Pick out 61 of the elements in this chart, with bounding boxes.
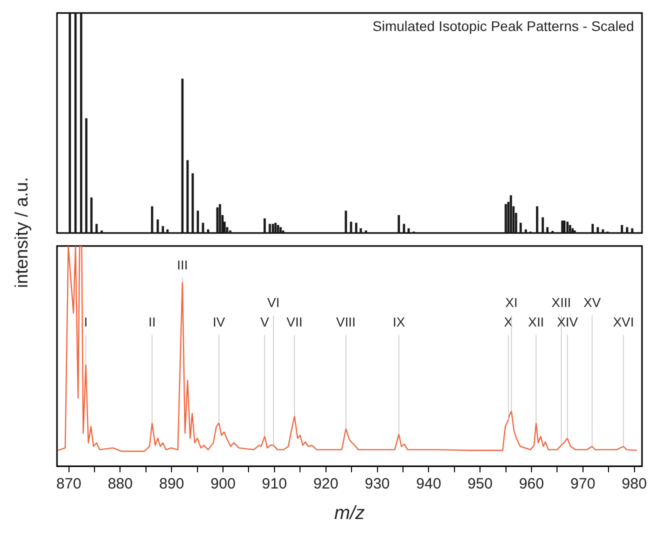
bar — [80, 13, 82, 233]
x-tick-label: 940 — [416, 475, 442, 492]
bar — [282, 230, 284, 233]
annotation: I — [84, 314, 88, 330]
bar — [68, 13, 71, 233]
annotation: XV — [583, 294, 602, 310]
chart-title: Simulated Isotopic Peak Patterns - Scaled — [372, 18, 634, 34]
annotation: XIV — [556, 314, 578, 330]
bar — [360, 228, 362, 233]
annotation: VII — [286, 314, 302, 330]
annotation: V — [260, 314, 270, 330]
bar — [563, 220, 566, 233]
bar — [350, 222, 352, 233]
bar — [631, 228, 634, 233]
annotation: VIII — [336, 314, 356, 330]
bar — [279, 227, 282, 233]
annotation: III — [177, 257, 188, 272]
x-tick-label: 960 — [518, 475, 544, 492]
x-tick-label: 980 — [622, 475, 647, 492]
annotation: VI — [267, 294, 280, 310]
bar — [355, 222, 358, 233]
bar — [207, 229, 210, 233]
annotation: II — [148, 314, 156, 330]
x-tick-label: 910 — [262, 475, 287, 492]
bar — [536, 206, 538, 233]
x-tick-label: 900 — [210, 475, 236, 492]
bar — [100, 230, 103, 233]
x-tick-label: 950 — [468, 475, 493, 492]
x-tick-label: 970 — [570, 475, 596, 492]
bar — [592, 224, 594, 233]
bar — [229, 230, 232, 233]
bar — [546, 227, 549, 233]
bar — [542, 217, 544, 233]
annotation: XII — [528, 314, 544, 330]
bar — [192, 173, 194, 233]
bar — [566, 222, 569, 233]
y-axis-title: intensity / a.u. — [12, 176, 32, 290]
bar — [520, 222, 522, 233]
annotation: XIII — [552, 294, 572, 310]
x-tick-label: 920 — [313, 475, 338, 492]
bar — [596, 227, 599, 233]
annotation: IX — [392, 314, 406, 330]
bar — [264, 218, 266, 233]
bar — [196, 210, 199, 233]
bar — [398, 215, 400, 233]
annotation: XVI — [613, 314, 634, 330]
bar — [574, 230, 576, 233]
bar — [268, 224, 271, 233]
bar — [626, 227, 628, 233]
bar — [504, 204, 507, 233]
bar — [85, 118, 88, 233]
annotation: IV — [212, 314, 226, 330]
annotation: X — [504, 314, 514, 330]
x-tick-label: 890 — [159, 475, 184, 492]
bar — [156, 219, 159, 233]
x-tick-label: 870 — [56, 475, 82, 492]
bar — [524, 229, 527, 233]
x-tick-label: 880 — [108, 475, 133, 492]
x-tick-label: 930 — [364, 475, 390, 492]
annotation: XI — [505, 294, 518, 310]
x-axis-title: m/z — [334, 502, 366, 524]
